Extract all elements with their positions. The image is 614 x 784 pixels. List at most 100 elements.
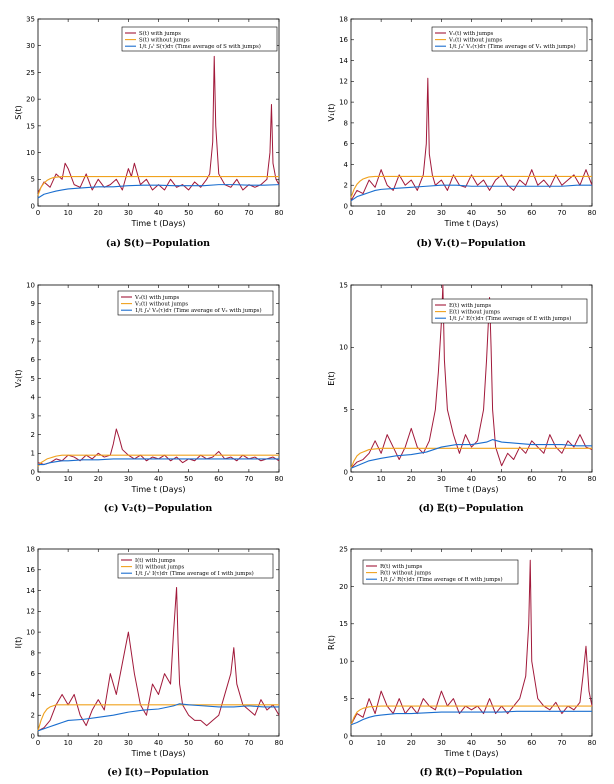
x-tick-label: 60	[214, 739, 223, 747]
y-tick-label: 20	[26, 96, 35, 104]
legend-box	[431, 298, 588, 324]
panel-caption: (f) ℝ(t)−Population	[419, 767, 522, 778]
legend-box	[362, 559, 519, 585]
x-tick-label: 20	[407, 209, 416, 217]
legend-entry: R(t) without jumps	[380, 570, 431, 577]
x-tick-label: 10	[64, 209, 73, 217]
legend-entry: R(t) with jumps	[380, 563, 423, 570]
legend-box	[117, 290, 274, 316]
x-tick-label: 40	[154, 209, 163, 217]
x-tick-label: 70	[557, 209, 566, 217]
y-tick-label: 10	[339, 658, 348, 666]
y-tick-label: 10	[26, 629, 35, 637]
x-tick-label: 30	[124, 475, 133, 483]
x-tick-label: 70	[244, 739, 253, 747]
series-line-without-jumps	[37, 176, 279, 196]
x-tick-label: 70	[557, 739, 566, 747]
x-tick-label: 40	[154, 475, 163, 483]
y-tick-label: 35	[26, 15, 35, 23]
caption-text: 𝔼(t)−Population	[437, 503, 523, 514]
x-tick-label: 80	[275, 209, 284, 217]
x-tick-label: 50	[497, 209, 506, 217]
legend-entry: E(t) without jumps	[449, 309, 500, 316]
panel-caption: (c) V₂(t)−Population	[104, 503, 213, 514]
y-tick-label: 9	[31, 300, 35, 308]
series-line-with-jumps	[37, 55, 280, 193]
x-tick-label: 60	[214, 475, 223, 483]
y-tick-label: 25	[339, 545, 348, 553]
panel-caption: (e) 𝕀(t)−Population	[107, 767, 209, 778]
y-tick-label: 15	[26, 122, 35, 130]
legend-box	[431, 26, 588, 52]
x-tick-label: 20	[94, 739, 103, 747]
x-tick-label: 80	[588, 475, 597, 483]
x-tick-label: 40	[154, 739, 163, 747]
x-tick-label: 60	[527, 739, 536, 747]
y-tick-label: 15	[339, 281, 348, 289]
chart-panel-f: 0 10 20 30 40 50 60 70 80 0 5 10 15 20 25 Time t (Days)…	[327, 545, 596, 778]
series-line-with-jumps	[37, 586, 280, 732]
x-tick-label: 10	[377, 739, 386, 747]
x-axis-label: Time t (Days)	[443, 219, 498, 228]
panel-caption: (d) 𝔼(t)−Population	[418, 503, 523, 514]
y-tick-label: 14	[26, 587, 35, 595]
y-tick-label: 5	[344, 406, 348, 414]
y-tick-label: 10	[26, 281, 35, 289]
x-axis-label: Time t (Days)	[443, 485, 498, 494]
x-tick-label: 50	[497, 475, 506, 483]
legend-box	[117, 553, 274, 579]
legend-entry: 1/t ∫₀ᵗ S(τ)dτ (Time average of S with j…	[139, 43, 261, 50]
y-tick-label: 0	[31, 202, 35, 210]
x-tick-label: 80	[275, 475, 284, 483]
legend-entry: 1/t ∫₀ᵗ V₁(τ)dτ (Time average of V₁ with…	[449, 43, 576, 50]
y-axis-label: R(t)	[327, 635, 336, 650]
y-tick-label: 4	[31, 394, 36, 402]
x-tick-label: 10	[377, 209, 386, 217]
series-line-without-jumps	[350, 705, 592, 725]
caption-label: (c)	[104, 503, 119, 514]
legend-entry: S(t) with jumps	[139, 30, 181, 37]
caption-label: (e)	[107, 767, 122, 778]
y-tick-label: 0	[344, 732, 348, 740]
x-tick-label: 30	[124, 209, 133, 217]
y-tick-label: 20	[339, 583, 348, 591]
y-tick-label: 14	[339, 57, 348, 65]
y-tick-label: 6	[31, 670, 36, 678]
legend-entry: V₂(t) without jumps	[134, 301, 188, 308]
y-tick-label: 8	[31, 649, 35, 657]
series-line-without-jumps	[350, 447, 592, 469]
x-tick-label: 0	[36, 209, 40, 217]
x-tick-label: 50	[184, 209, 193, 217]
x-tick-label: 30	[437, 739, 446, 747]
y-tick-label: 0	[344, 468, 348, 476]
x-tick-label: 30	[437, 209, 446, 217]
panel-caption: (a) 𝕊(t)−Population	[106, 238, 210, 249]
x-tick-label: 0	[349, 209, 353, 217]
x-tick-label: 0	[36, 739, 40, 747]
y-tick-label: 18	[339, 15, 348, 23]
legend-entry: I(t) with jumps	[135, 557, 176, 564]
series-line-with-jumps	[37, 428, 280, 466]
x-tick-label: 50	[497, 739, 506, 747]
y-tick-label: 8	[31, 319, 35, 327]
series-line-time-average	[350, 184, 592, 202]
x-tick-label: 50	[184, 739, 193, 747]
series-line-time-average	[350, 439, 592, 469]
x-axis-label: Time t (Days)	[130, 219, 185, 228]
legend-entry: 1/t ∫₀ᵗ I(τ)dτ (Time average of I with j…	[135, 570, 254, 577]
y-tick-label: 30	[26, 42, 35, 50]
legend-box	[121, 26, 278, 52]
chart-panel-b: 0 10 20 30 40 50 60 70 80 0 2 4 6 8 10 12 14 16 18 Time t (…	[327, 15, 596, 249]
legend-entry: 1/t ∫₀ᵗ R(τ)dτ (Time average of R with j…	[380, 576, 503, 583]
x-tick-label: 60	[527, 209, 536, 217]
x-tick-label: 20	[407, 475, 416, 483]
caption-label: (f)	[419, 767, 432, 778]
y-tick-label: 3	[31, 412, 35, 420]
series-line-time-average	[38, 458, 279, 466]
caption-label: (d)	[418, 503, 434, 514]
x-tick-label: 10	[64, 475, 73, 483]
y-tick-label: 2	[31, 712, 35, 720]
x-axis-label: Time t (Days)	[130, 749, 185, 758]
y-tick-label: 0	[344, 202, 348, 210]
